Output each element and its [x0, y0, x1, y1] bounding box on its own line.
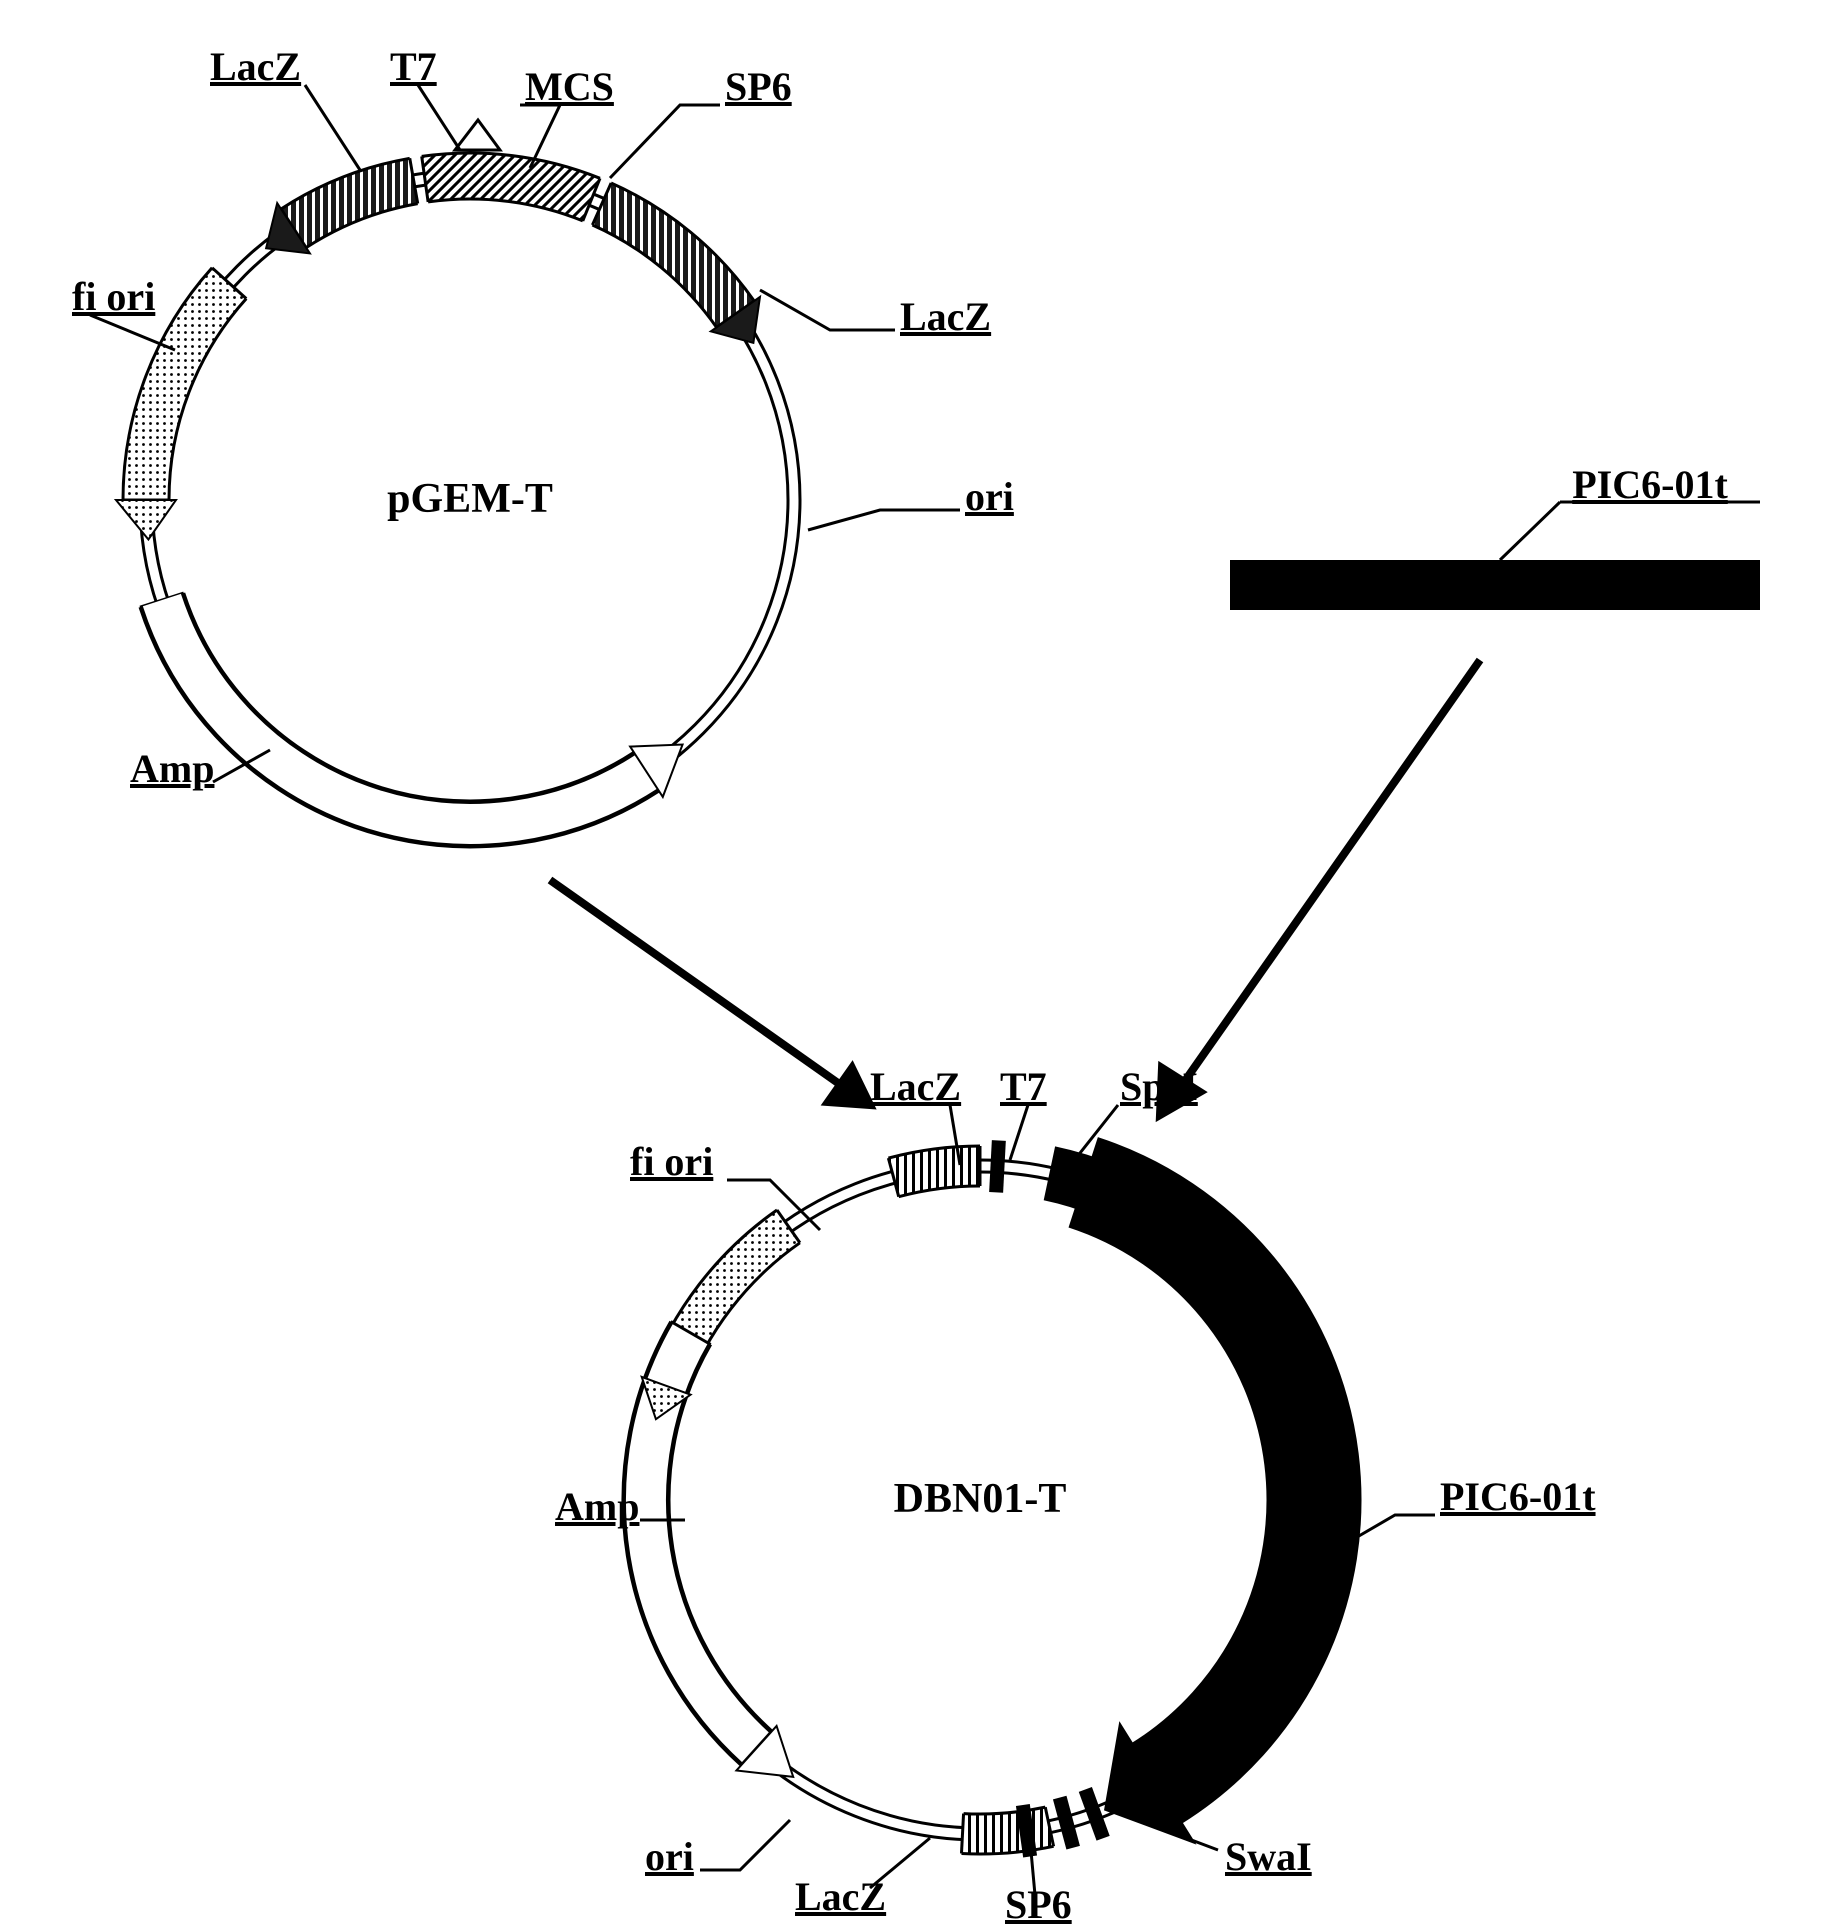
label-spei: SpeI [1120, 1064, 1198, 1109]
label-sp6-top: SP6 [725, 64, 792, 109]
label-sp6-bot: SP6 [1005, 1882, 1072, 1927]
label-fiori-top: fi ori [72, 274, 155, 319]
plasmid-dbn01-t: DBN01-T [555, 1064, 1596, 1927]
label-ori-top: ori [965, 474, 1014, 519]
label-t7-bot: T7 [1000, 1064, 1047, 1109]
label-swai: SwaI [1225, 1834, 1312, 1879]
label-ori-bot: ori [645, 1834, 694, 1879]
label-t7-top: T7 [390, 44, 437, 89]
insert-fragment: PIC6-01t [1230, 462, 1760, 610]
label-amp-bot: Amp [555, 1484, 639, 1529]
label-lacz-left: LacZ [210, 44, 301, 89]
label-pic: PIC6-01t [1440, 1474, 1596, 1519]
label-lacz-top2: LacZ [870, 1064, 961, 1109]
label-fiori-bot: fi ori [630, 1139, 713, 1184]
label-mcs: MCS [525, 64, 614, 109]
label-lacz-right: LacZ [900, 294, 991, 339]
plasmid-pgem-t: pGEM-T [72, 44, 1014, 847]
label-lacz-bot2: LacZ [795, 1874, 886, 1919]
plasmid-name-top: pGEM-T [387, 476, 553, 522]
plasmid-name-bottom: DBN01-T [894, 1476, 1067, 1522]
label-insert: PIC6-01t [1572, 462, 1728, 507]
label-amp-top: Amp [130, 746, 214, 791]
